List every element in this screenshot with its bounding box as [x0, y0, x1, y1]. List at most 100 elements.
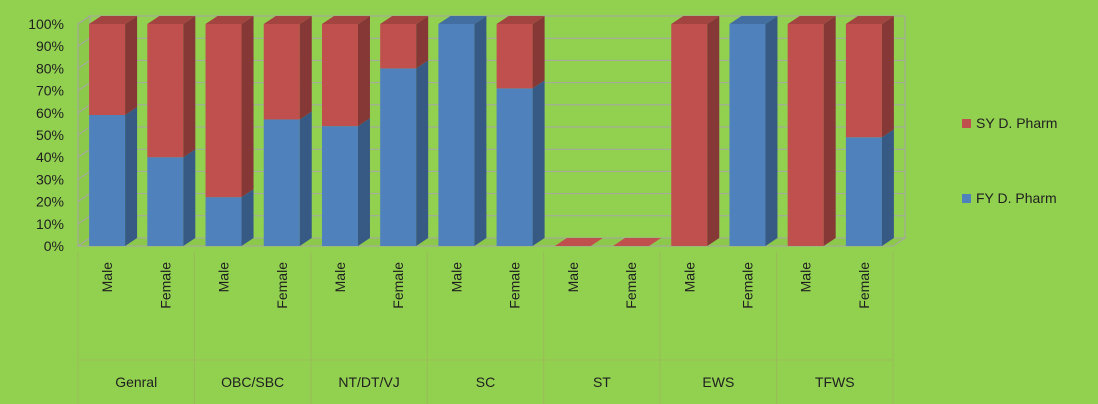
x-category-label: Female: [507, 262, 523, 309]
bar-segment-fy: [321, 118, 370, 246]
bar-side: [241, 189, 254, 246]
bar-top: [89, 16, 138, 24]
bar-top: [438, 16, 487, 24]
bar-segment-sy: [89, 16, 138, 116]
bar-front: [205, 197, 242, 246]
bar-segment-fy: [147, 149, 196, 246]
bar-front: [380, 68, 417, 247]
bar-front: [321, 126, 358, 246]
bar-front: [263, 119, 300, 246]
bar-side: [299, 111, 312, 247]
y-tick-label: 0%: [44, 238, 64, 254]
legend: SY D. Pharm FY D. Pharm: [962, 115, 1057, 206]
gridline-depth: [77, 104, 91, 114]
bar-top: [205, 16, 254, 24]
bar-segment-sy: [671, 16, 720, 246]
bar-side: [125, 107, 138, 247]
y-axis-ticks: 0% 10% 20% 30% 40% 50% 60% 70% 80% 90% 100%: [28, 16, 64, 254]
bar-top: [380, 16, 429, 24]
bar-front: [845, 24, 882, 138]
bar-segment-sy: [321, 16, 370, 127]
bar-side: [532, 80, 545, 246]
bar-top: [787, 16, 836, 24]
bar-segment-sy: [496, 16, 545, 89]
bar-front: [321, 24, 358, 127]
bar-front: [147, 24, 184, 158]
x-group-label: OBC/SBC: [221, 374, 284, 390]
gridline-depth: [77, 126, 91, 136]
x-category-label: Male: [798, 262, 814, 293]
bar-top: [263, 16, 312, 24]
bar-flat: [613, 238, 662, 246]
bar-front: [496, 24, 533, 89]
bar-segment-fy: [438, 16, 487, 246]
bar-front: [845, 137, 882, 246]
gridline-depth: [77, 59, 91, 69]
bar-side: [299, 16, 312, 120]
y-tick-label: 10%: [36, 216, 64, 232]
bar-side: [532, 16, 545, 89]
x-group-label: SC: [476, 374, 495, 390]
bar-segment-fy: [263, 111, 312, 247]
x-category-label: Male: [565, 262, 581, 293]
bar-top: [729, 16, 778, 24]
bar-side: [416, 60, 429, 247]
bar-front: [671, 24, 708, 246]
x-category-label: Female: [623, 262, 639, 309]
legend-label: FY D. Pharm: [976, 190, 1057, 206]
y-tick-label: 20%: [36, 194, 64, 210]
bar-top: [496, 16, 545, 24]
floor-plane: [76, 237, 907, 247]
bar-segment-fy: [496, 80, 545, 246]
x-category-label: Female: [390, 262, 406, 309]
bar-front: [380, 24, 417, 69]
bar-top: [147, 16, 196, 24]
x-group-label: ST: [593, 374, 611, 390]
bar-side: [707, 16, 720, 246]
category-table: Male Female Genral Male Female OBC/SBC Male Fem…: [77, 252, 894, 404]
y-tick-label: 50%: [36, 127, 64, 143]
bar-front: [496, 88, 533, 246]
bar-side: [765, 16, 778, 246]
bar-flat: [554, 238, 603, 246]
bar-segment-sy: [147, 16, 196, 158]
bar-front: [205, 24, 242, 198]
gridline-depth: [77, 237, 91, 247]
bar-front: [729, 24, 766, 246]
gridline-depth: [77, 148, 91, 158]
bar-top: [321, 16, 370, 24]
bar-side: [241, 16, 254, 198]
bar-segment-sy: [787, 16, 836, 246]
gridline-depth: [77, 82, 91, 92]
bar-segment-sy: [205, 16, 254, 198]
bar-side: [183, 16, 196, 158]
y-tick-label: 30%: [36, 171, 64, 187]
y-tick-label: 70%: [36, 83, 64, 99]
gridline-depth: [77, 170, 91, 180]
legend-label: SY D. Pharm: [976, 115, 1057, 131]
bar-segment-fy: [380, 60, 429, 247]
legend-swatch: [962, 194, 971, 203]
y-tick-label: 100%: [28, 16, 64, 32]
x-group-label: EWS: [702, 374, 734, 390]
bar-segment-fy: [845, 129, 894, 246]
x-category-label: Female: [157, 262, 173, 309]
gridlines: [77, 15, 906, 247]
bar-front: [147, 157, 184, 246]
bar-front: [89, 115, 126, 247]
y-tick-label: 40%: [36, 149, 64, 165]
x-category-label: Female: [739, 262, 755, 309]
x-category-label: Female: [856, 262, 872, 309]
x-group-label: TFWS: [815, 374, 855, 390]
x-group-label: Genral: [115, 374, 157, 390]
x-category-label: Male: [332, 262, 348, 293]
bar-side: [125, 16, 138, 116]
x-category-label: Male: [99, 262, 115, 293]
gridline-depth: [77, 193, 91, 203]
y-tick-label: 60%: [36, 105, 64, 121]
y-tick-label: 80%: [36, 60, 64, 76]
bar-top: [671, 16, 720, 24]
bars: [89, 16, 894, 247]
bar-side: [357, 118, 370, 246]
